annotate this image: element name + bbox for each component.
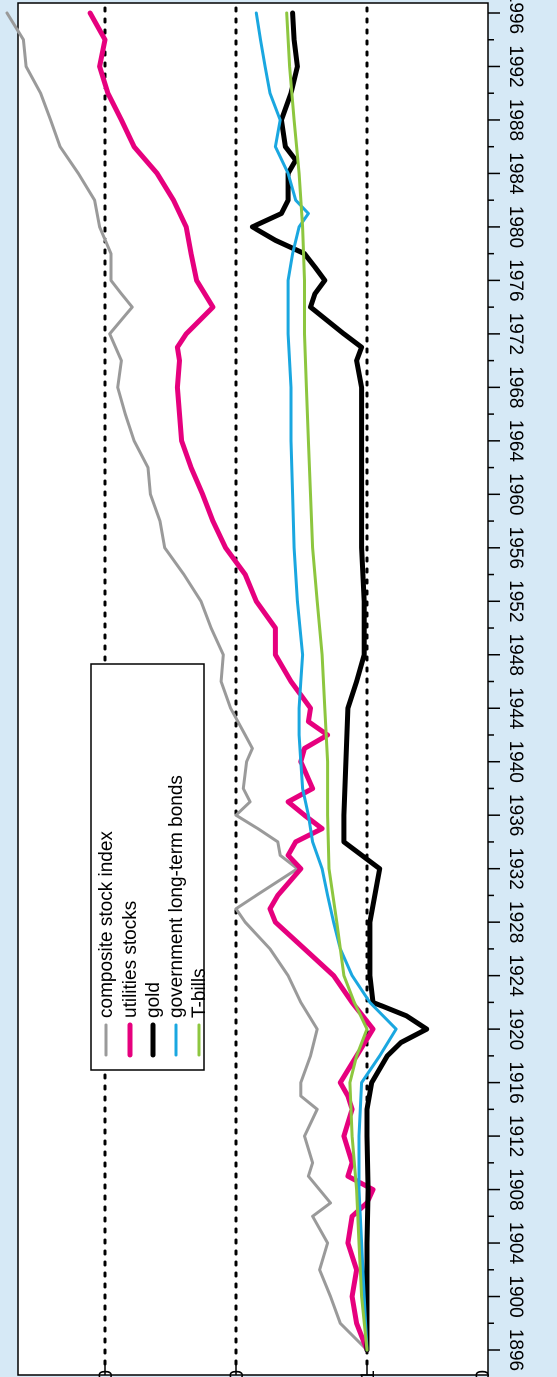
year-tick-label: 1968 [505, 366, 526, 408]
year-tick-label: 1896 [505, 1329, 526, 1371]
plot-area [17, 2, 489, 1376]
year-tick-labels: 1896 1900 1904 1908 1912 1916 1920 1924 1928 1932… [505, 0, 526, 1371]
year-tick-label: 1920 [505, 1008, 526, 1050]
year-tick-label: 1976 [505, 259, 526, 301]
legend: composite stock index utilities stocks gol… [90, 663, 210, 1071]
year-tick-label: 1928 [505, 901, 526, 943]
year-tick-label: 1992 [505, 45, 526, 87]
series-line-1 [87, 10, 376, 1353]
value-tick-label: 1 [358, 1370, 379, 1377]
legend-label-1: utilities stocks [120, 901, 141, 1018]
value-tick-labels: 10001001010 [96, 1370, 494, 1377]
value-tick-label: 100 [96, 1370, 117, 1377]
year-tick-label: 1940 [505, 741, 526, 783]
series-line-3 [254, 11, 398, 1352]
year-tick-label: 1948 [505, 634, 526, 676]
series-lines [5, 10, 430, 1353]
year-tick-label: 1932 [505, 848, 526, 890]
legend-label-0: composite stock index [96, 831, 117, 1018]
series-line-0 [5, 11, 369, 1352]
legend-label-2: gold [143, 982, 164, 1018]
year-tick-label: 1916 [505, 1061, 526, 1103]
year-tick-label: 1960 [505, 473, 526, 515]
legend-label-4: T-bills [189, 968, 210, 1018]
axis-ticks [104, 12, 500, 1375]
year-tick-label: 1988 [505, 99, 526, 141]
year-tick-label: 1944 [505, 687, 526, 730]
year-tick-label: 1936 [505, 794, 526, 836]
year-tick-label: 1952 [505, 580, 526, 622]
year-tick-label: 1984 [505, 152, 526, 195]
year-tick-label: 1924 [505, 954, 526, 997]
year-tick-label: 1904 [505, 1222, 526, 1265]
legend-box [90, 663, 205, 1071]
year-tick-label: 1908 [505, 1168, 526, 1210]
year-tick-label: 1996 [505, 0, 526, 34]
year-tick-label: 1980 [505, 206, 526, 248]
value-tick-label: 10 [227, 1370, 248, 1377]
year-tick-label: 1964 [505, 420, 526, 463]
legend-label-3: government long-term bonds [166, 775, 187, 1018]
value-tick-label: 0 [473, 1370, 494, 1377]
series-line-2 [249, 10, 430, 1353]
series-line-4 [285, 11, 369, 1352]
year-tick-label: 1972 [505, 313, 526, 355]
year-tick-label: 1912 [505, 1115, 526, 1157]
year-tick-label: 1956 [505, 527, 526, 569]
year-tick-label: 1900 [505, 1275, 526, 1317]
